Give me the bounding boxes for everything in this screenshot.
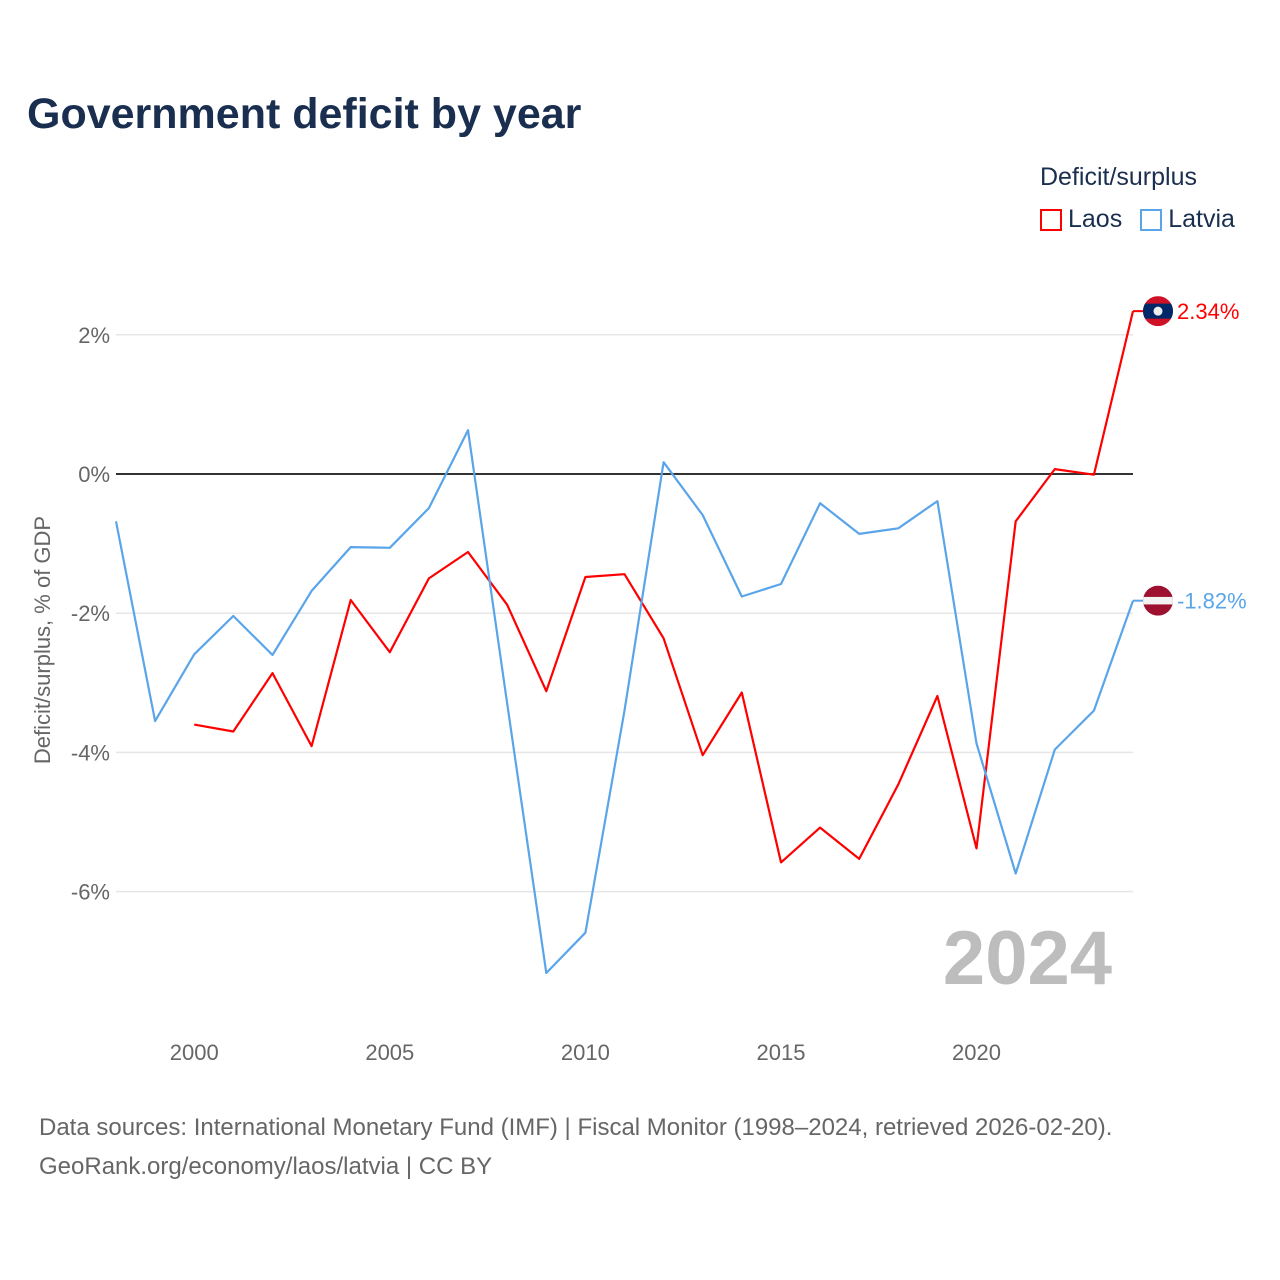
y-tick-label: -2% bbox=[71, 601, 110, 626]
legend-swatch-laos bbox=[1040, 208, 1062, 231]
y-axis-label: Deficit/surplus, % of GDP bbox=[30, 516, 55, 764]
end-label-laos: 2.34% bbox=[1177, 299, 1239, 324]
y-tick-label: -6% bbox=[71, 880, 110, 905]
x-tick-label: 2010 bbox=[561, 1040, 610, 1065]
series-line-latvia bbox=[114, 429, 1135, 975]
flag-latvia-icon bbox=[1143, 585, 1173, 616]
series-line-laos bbox=[194, 310, 1135, 864]
legend-item-laos[interactable]: Laos bbox=[1040, 205, 1122, 234]
source-line-2[interactable]: GeoRank.org/economy/laos/latvia | CC BY bbox=[39, 1153, 493, 1180]
legend-label-laos: Laos bbox=[1068, 205, 1123, 233]
source-line-1: Data sources: International Monetary Fun… bbox=[39, 1114, 1113, 1141]
y-tick-label: -4% bbox=[71, 740, 110, 765]
x-tick-label: 2020 bbox=[952, 1040, 1001, 1065]
legend-swatch-latvia bbox=[1140, 208, 1163, 231]
y-tick-label: 2% bbox=[78, 323, 110, 348]
x-tick-label: 2000 bbox=[170, 1040, 219, 1065]
legend-item-latvia[interactable]: Latvia bbox=[1140, 205, 1235, 234]
legend-title: Deficit/surplus bbox=[1040, 163, 1197, 191]
x-tick-label: 2015 bbox=[756, 1040, 805, 1065]
flag-laos-icon bbox=[1143, 296, 1173, 327]
end-label-latvia: -1.82% bbox=[1177, 589, 1247, 614]
page-title: Government deficit by year bbox=[27, 90, 582, 138]
source-note: Data sources: International Monetary Fun… bbox=[39, 1108, 1112, 1186]
y-tick-label: 0% bbox=[78, 462, 110, 487]
legend: Laos Latvia bbox=[1040, 205, 1235, 234]
x-tick-label: 2005 bbox=[365, 1040, 414, 1065]
year-watermark: 2024 bbox=[943, 916, 1112, 1001]
legend-label-latvia: Latvia bbox=[1168, 205, 1235, 233]
